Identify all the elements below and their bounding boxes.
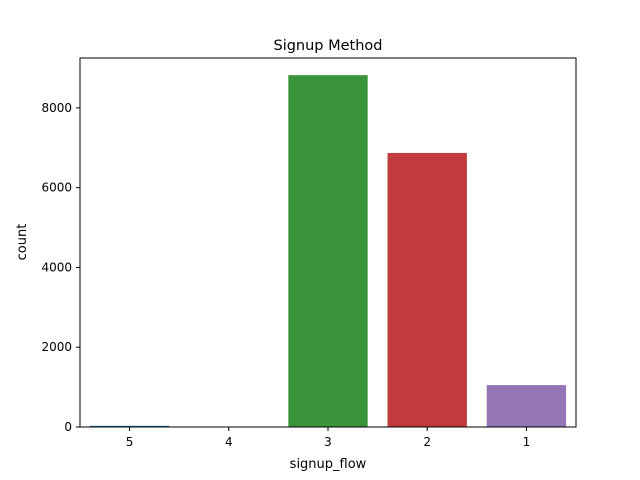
bar-3 xyxy=(288,75,368,428)
x-tick-label-4: 4 xyxy=(225,435,233,449)
bar-5 xyxy=(89,425,170,427)
x-tick-label-2: 2 xyxy=(423,435,431,449)
bar-2 xyxy=(387,152,467,428)
y-tick-label-6000: 6000 xyxy=(41,181,72,195)
y-tick-label-4000: 4000 xyxy=(41,260,72,274)
chart-title: Signup Method xyxy=(273,38,382,54)
y-tick-label-2000: 2000 xyxy=(41,340,72,354)
x-axis: 5 4 3 2 1 xyxy=(126,427,530,449)
x-tick-label-5: 5 xyxy=(126,435,134,449)
y-axis-label: count xyxy=(15,224,30,261)
bar-1 xyxy=(486,385,567,427)
bars-layer xyxy=(89,75,567,428)
y-axis: 0 2000 4000 6000 8000 xyxy=(41,101,80,434)
y-tick-label-8000: 8000 xyxy=(41,101,72,115)
plot-frame xyxy=(79,57,577,428)
x-tick-label-3: 3 xyxy=(324,435,332,449)
y-tick-label-0: 0 xyxy=(64,420,72,434)
x-axis-label: signup_flow xyxy=(290,457,367,472)
x-tick-label-1: 1 xyxy=(523,435,531,449)
